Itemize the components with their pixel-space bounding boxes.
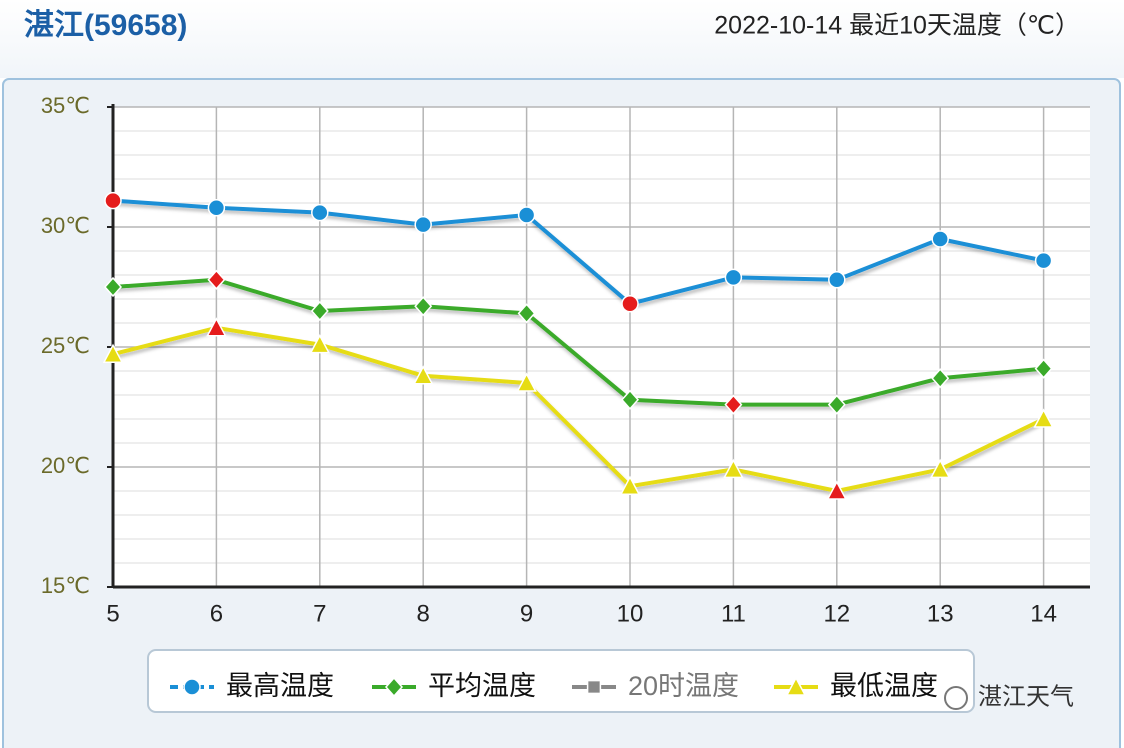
- marker: [1034, 358, 1053, 379]
- legend-label: 最高温度: [226, 671, 334, 701]
- marker: [309, 333, 331, 354]
- y-tick-label: 35℃: [41, 93, 90, 118]
- marker: [311, 203, 329, 222]
- marker: [207, 199, 226, 217]
- legend-label: 平均温度: [428, 671, 536, 701]
- chart-title: 2022-10-14 最近10天温度（℃）: [714, 12, 1080, 40]
- legend-marker: [183, 678, 201, 696]
- marker: [621, 295, 639, 313]
- x-tick-label: 11: [721, 600, 746, 627]
- legend: [147, 649, 975, 713]
- marker: [517, 206, 536, 224]
- marker: [619, 475, 641, 495]
- legend-marker: [384, 676, 404, 698]
- marker: [414, 296, 433, 317]
- y-tick-label: 25℃: [41, 333, 90, 358]
- legend-marker: [586, 679, 602, 695]
- x-tick-label: 7: [313, 600, 326, 627]
- marker: [931, 230, 949, 248]
- legend-label: 20时温度: [628, 671, 739, 701]
- marker: [1034, 251, 1053, 270]
- x-tick-label: 9: [520, 600, 533, 627]
- header: [0, 0, 1124, 78]
- series-line: [112, 277, 1044, 407]
- y-tick-label: 15℃: [41, 573, 90, 598]
- series-line: [112, 198, 1045, 306]
- x-tick-label: 8: [417, 600, 430, 627]
- watermark: 湛江天气: [978, 683, 1074, 710]
- marker: [103, 276, 123, 298]
- x-tick-label: 6: [210, 600, 223, 627]
- marker: [207, 269, 226, 290]
- x-tick-label: 13: [927, 600, 954, 627]
- marker: [517, 303, 536, 324]
- marker: [723, 458, 744, 479]
- y-tick-label: 20℃: [41, 453, 90, 478]
- watermark-icon: [944, 686, 968, 710]
- legend-marker: [785, 676, 807, 696]
- marker: [828, 271, 846, 289]
- marker: [104, 191, 122, 210]
- marker: [1033, 408, 1054, 428]
- marker: [206, 317, 227, 337]
- marker: [826, 480, 848, 500]
- marker: [931, 368, 950, 389]
- x-tick-label: 10: [617, 600, 644, 627]
- marker: [102, 343, 124, 363]
- marker: [827, 394, 846, 415]
- legend-label: 最低温度: [830, 671, 938, 701]
- marker: [929, 458, 951, 479]
- series-line: [112, 325, 1045, 493]
- x-tick-label: 14: [1030, 600, 1057, 627]
- y-tick-label: 30℃: [41, 213, 90, 238]
- marker: [724, 268, 743, 287]
- marker: [516, 372, 537, 392]
- station-title: 湛江(59658): [24, 9, 187, 42]
- x-tick-label: 5: [106, 600, 119, 627]
- marker: [620, 389, 640, 410]
- marker: [414, 215, 432, 234]
- marker: [412, 365, 434, 385]
- marker: [310, 300, 329, 322]
- x-tick-label: 12: [823, 600, 850, 627]
- marker: [724, 394, 743, 415]
